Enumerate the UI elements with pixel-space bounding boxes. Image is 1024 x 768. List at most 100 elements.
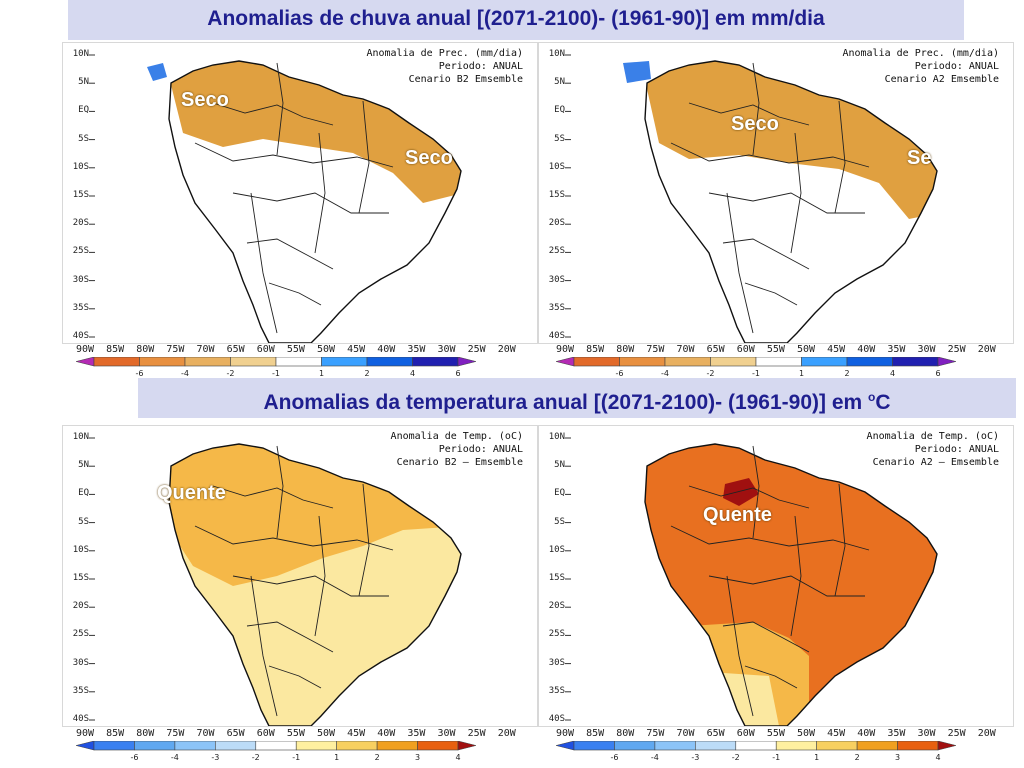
latitude-tick-label: 15S — [72, 573, 89, 583]
country-border — [212, 102, 334, 126]
longitude-tick-label: 40W — [377, 728, 396, 739]
latitude-tick-label: 10N — [548, 432, 565, 442]
latitude-tick-label: 5S — [78, 133, 89, 144]
longitude-tick-label: 25W — [467, 344, 486, 355]
longitude-tick-label: 50W — [797, 344, 816, 355]
latitude-tick-label: 40S — [548, 714, 565, 724]
longitude-tick-label: 80W — [616, 344, 635, 355]
map-info-box: Anomalia de Temp. (oC) Periodo: ANUAL Ce… — [390, 430, 523, 469]
colorbar-tick-label: -4 — [171, 753, 179, 761]
dry-label-northeast: Seco — [405, 147, 453, 169]
colorbar-end-arrow — [76, 741, 95, 751]
colorbar-segment — [573, 741, 615, 751]
map-canvas — [89, 54, 462, 343]
country-border — [790, 515, 802, 637]
country-border — [314, 132, 326, 254]
colorbar-segment — [139, 357, 186, 367]
country-border — [722, 621, 810, 653]
longitude-tick-label: 85W — [106, 344, 125, 355]
colorbar-end-arrow — [556, 357, 575, 367]
country-border — [670, 525, 870, 551]
country-border — [708, 192, 865, 214]
longitude-tick-label: 85W — [106, 728, 125, 739]
colorbar-tick-label: -1 — [752, 369, 760, 377]
precip-map-a2: Anomalia de Prec. (mm/dia) Periodo: ANUA… — [538, 42, 1014, 344]
dry-label-north: Seco — [731, 113, 779, 135]
latitude-tick-label: EQ — [554, 105, 565, 116]
longitude-tick-label: 20W — [497, 728, 516, 739]
colorbar-segment — [710, 357, 757, 367]
precip-colorbar-a2: -6 -4 -2 -1 1 2 4 6 — [556, 357, 956, 377]
longitude-axis: 90W 85W 80W 75W 70W 65W 60W 55W 50W 45W 40W 35W 30W 2… — [76, 728, 516, 740]
colorbar-tick-label: -4 — [651, 753, 659, 761]
longitude-tick-label: 25W — [947, 344, 966, 355]
latitude-tick-label: 20S — [72, 218, 89, 229]
longitude-tick-label: 60W — [736, 344, 755, 355]
latitude-tick-label: 10S — [548, 161, 565, 172]
dry-region-andes — [659, 233, 689, 343]
colorbar-tick-label: -2 — [227, 369, 235, 377]
country-border — [246, 621, 334, 653]
colorbar-tick-label: 3 — [895, 753, 900, 761]
colorbar-tick-label: 2 — [364, 369, 369, 377]
longitude-tick-label: 55W — [286, 728, 305, 739]
longitude-tick-label: 60W — [256, 344, 275, 355]
colorbar-tick-label: -3 — [211, 753, 219, 761]
longitude-tick-label: 90W — [76, 344, 95, 355]
colorbar-segment — [755, 357, 802, 367]
colorbar-end-arrow — [937, 357, 956, 367]
map-info-box: Anomalia de Prec. (mm/dia) Periodo: ANUA… — [842, 47, 999, 86]
longitude-tick-label: 65W — [706, 728, 725, 739]
longitude-tick-label: 65W — [226, 344, 245, 355]
country-border — [744, 665, 798, 689]
coastline — [644, 443, 938, 726]
map-canvas — [89, 437, 462, 726]
colorbar-segment — [664, 357, 711, 367]
colorbar-segment — [735, 741, 777, 751]
colorbar-segment — [134, 741, 176, 751]
colorbar-tick-label: 3 — [415, 753, 420, 761]
country-border — [726, 192, 754, 334]
latitude-tick-label: 5N — [554, 77, 565, 88]
dry-label-north: Seco — [181, 89, 229, 111]
longitude-tick-label: 45W — [827, 728, 846, 739]
latitude-tick-label: 10S — [72, 161, 89, 172]
temp-colorbar-b2: -6-4-3-2-112346 — [76, 741, 476, 761]
warm-label: Quente — [157, 482, 226, 504]
longitude-tick-label: 20W — [977, 344, 996, 355]
country-border — [250, 192, 278, 334]
country-border — [232, 192, 389, 214]
colorbar-tick-label: 1 — [814, 753, 819, 761]
colorbar-segment — [215, 741, 257, 751]
latitude-tick-label: 40S — [72, 714, 89, 724]
latitude-tick-label: 5N — [554, 460, 565, 471]
longitude-tick-label: 60W — [736, 728, 755, 739]
longitude-tick-label: 70W — [196, 344, 215, 355]
temp-title-banner: Anomalias da temperatura anual [(2071-21… — [138, 378, 1016, 418]
longitude-tick-label: 55W — [766, 344, 785, 355]
latitude-tick-label: 15S — [72, 190, 89, 200]
latitude-tick-label: 40S — [72, 331, 89, 341]
latitude-tick-label: 10S — [72, 544, 89, 555]
colorbar-segment — [654, 741, 696, 751]
latitude-tick-label: EQ — [554, 488, 565, 499]
colorbar-segment — [336, 741, 378, 751]
country-border — [194, 525, 394, 551]
latitude-tick-label: 15S — [548, 573, 565, 583]
latitude-tick-label: 10N — [72, 432, 89, 442]
colorbar-segment — [897, 741, 939, 751]
longitude-tick-label: 90W — [556, 344, 575, 355]
latitude-tick-label: 40S — [548, 331, 565, 341]
country-border — [358, 483, 370, 597]
colorbar-tick-label: -1 — [272, 369, 280, 377]
latitude-tick-label: EQ — [78, 105, 89, 116]
colorbar-tick-label: -6 — [130, 753, 138, 761]
longitude-tick-label: 70W — [196, 728, 215, 739]
longitude-tick-label: 90W — [556, 728, 575, 739]
dry-label-northeast: Se — [907, 147, 932, 169]
map-info-box: Anomalia de Prec. (mm/dia) Periodo: ANUA… — [366, 47, 523, 86]
coastline — [168, 60, 462, 343]
longitude-tick-label: 70W — [676, 728, 695, 739]
colorbar-segment — [775, 741, 817, 751]
latitude-tick-label: 30S — [548, 657, 565, 668]
